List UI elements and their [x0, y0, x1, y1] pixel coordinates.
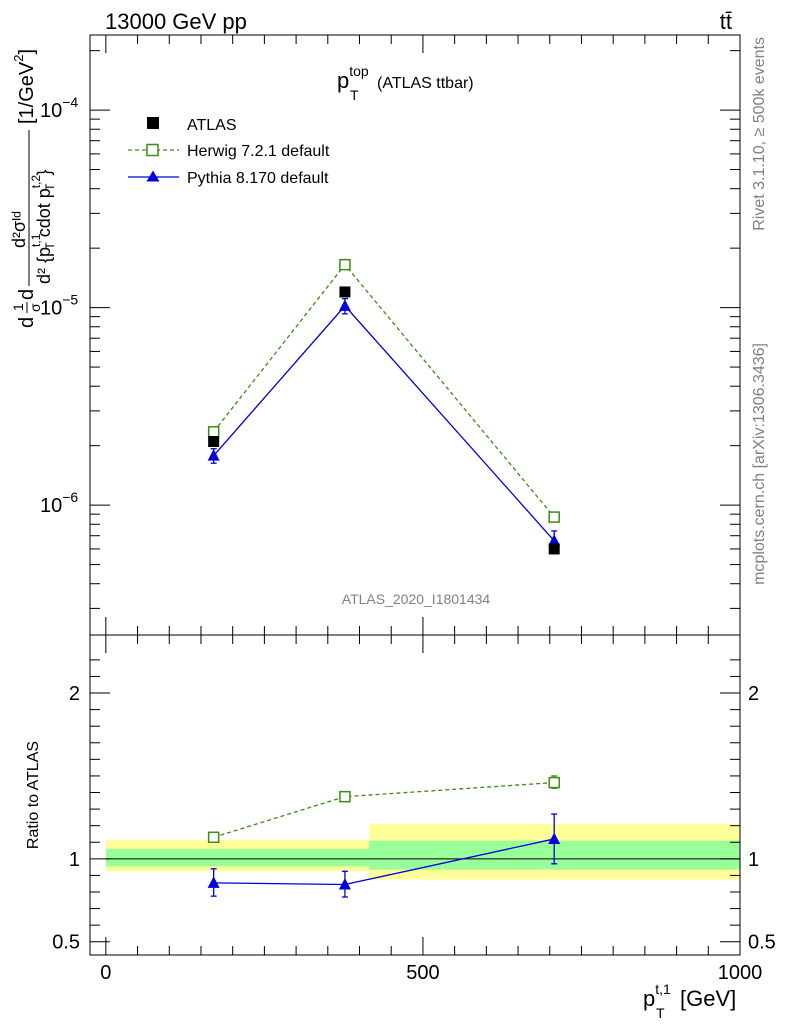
y-label-d: d [16, 289, 38, 300]
ratio-plot-area [105, 775, 740, 898]
ratio-pythia-point [207, 876, 220, 888]
legend-herwig-marker [146, 143, 159, 157]
main-plot-area [207, 258, 561, 555]
main-pythia-point [548, 534, 561, 546]
main-axis-ticks: 10−6 10−5 10−4 [40, 35, 741, 635]
ratio-band-green [105, 848, 370, 867]
main-panel: 10−6 10−5 10−4 ptop T(ATLAS ttbar) ATLAS He… [9, 34, 741, 636]
ratio-herwig-point [207, 831, 220, 844]
ratio-y-tick-label: 0.5 [52, 932, 80, 954]
ratio-y-tick-label: 2 [69, 683, 80, 705]
ratio-pythia-point [548, 832, 561, 844]
legend-herwig-label: Herwig 7.2.1 default [187, 143, 330, 160]
ratio-herwig-point [548, 776, 560, 789]
process-label: tt̄ [720, 9, 732, 34]
ratio-panel: 0.5 0.5 1 1 2 2 0 500 1000 Ratio to ATLAS pt,1 T[… [25, 634, 776, 1021]
main-atlas-point [548, 543, 560, 555]
legend-atlas-marker [147, 117, 159, 129]
collision-label: 13000 GeV pp [105, 9, 247, 34]
rivet-label: Rivet 3.1.10, ≥ 500k events [751, 37, 768, 231]
main-pythia-line [213, 304, 555, 542]
legend-atlas-label: ATLAS [187, 117, 237, 134]
main-pythia-point [338, 299, 351, 311]
x-tick-label: 0 [100, 962, 111, 984]
y-label-frac-den: σ [27, 303, 43, 312]
x-tick-label: 500 [406, 962, 439, 984]
main-pythia-point [207, 449, 220, 461]
ratio-y-tick-label-right: 1 [748, 849, 759, 871]
main-atlas-point [208, 435, 220, 447]
ratio-y-tick-label: 1 [69, 849, 80, 871]
ratio-frame [89, 634, 741, 956]
ratio-herwig-line [213, 781, 555, 838]
legend-pythia-label: Pythia 8.170 default [187, 170, 329, 187]
ratio-y-tick-label-right: 2 [748, 683, 759, 705]
mcplots-label: mcplots.cern.ch [arXiv:1306.3436] [751, 343, 768, 585]
main-atlas-point [339, 286, 351, 298]
main-y-tick-label: 10−4 [40, 94, 78, 122]
y-label-num: d²σᴵᵈ [9, 211, 29, 248]
y-label-frac-num: 1 [10, 303, 26, 311]
x-tick-label: 1000 [718, 962, 763, 984]
chart-title: ptop T(ATLAS ttbar) [337, 63, 474, 103]
ratio-axis-ticks: 0.5 0.5 1 1 2 2 0 500 1000 [52, 635, 776, 984]
y-label-unit: [1/GeV2] [11, 49, 38, 124]
main-herwig-line [213, 263, 555, 518]
main-y-tick-label: 10−6 [40, 489, 78, 517]
legend-pythia-marker [146, 170, 160, 182]
ratio-pythia-point [338, 878, 351, 890]
main-y-axis-label: d 1 σ d d²σᴵᵈ d² {pt,1T cdot pt,2T} [1/G… [9, 49, 57, 328]
main-herwig-point [339, 258, 351, 271]
main-herwig-point [207, 426, 220, 438]
y-label-den: d² {pt,1T cdot pt,2T} [29, 170, 57, 284]
y-label-lead: d [16, 317, 38, 328]
main-herwig-point [548, 511, 560, 523]
ratio-herwig-point [339, 790, 351, 803]
x-axis-label: pt,1 T[GeV] [643, 981, 736, 1021]
ratio-y-axis-label: Ratio to ATLAS [25, 741, 42, 849]
analysis-label: ATLAS_2020_I1801434 [342, 591, 491, 607]
main-y-tick-label: 10−5 [40, 292, 78, 320]
ratio-y-tick-label-right: 0.5 [748, 932, 776, 954]
legend: ATLAS Herwig 7.2.1 default Pythia 8.170 … [128, 117, 330, 187]
